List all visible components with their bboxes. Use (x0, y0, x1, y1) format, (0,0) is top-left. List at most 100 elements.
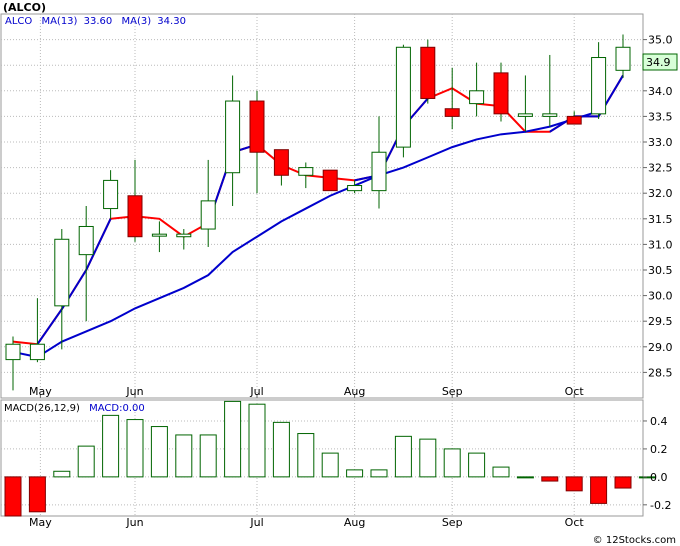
macd-legend-value: MACD:0.00 (89, 403, 145, 414)
macd-bar-positive (150, 426, 168, 478)
macd-month-label: Oct (565, 516, 585, 529)
price-y-axis: 28.5 29.0 29.5 30.0 30.5 31.0 31.5 32.0 32.5 33.0… (643, 34, 673, 379)
price-tick-label: 31.0 (648, 238, 673, 251)
macd-bar-positive (346, 469, 364, 478)
macd-month-label: Jul (249, 516, 263, 529)
macd-x-axis: May Jun Jul Aug Sep Oct (29, 516, 584, 529)
candle-up (103, 179, 119, 210)
moving-averages (12, 74, 624, 359)
candle-up (591, 57, 607, 115)
price-month-label: Aug (344, 385, 365, 398)
legend-ma13-label: MA(13) (41, 16, 77, 27)
candle-down (322, 169, 338, 192)
ma3-up-segment (549, 74, 624, 133)
candle-up (347, 185, 363, 192)
last-price-label: 34.9 (646, 56, 671, 69)
macd-month-label: Sep (442, 516, 463, 529)
macd-bar-positive (126, 419, 144, 478)
price-tick-label: 35.0 (648, 34, 673, 47)
candle-down (127, 195, 143, 238)
macd-bar-positive (516, 476, 534, 479)
price-tick-label: 32.0 (648, 187, 673, 200)
ma13-line (12, 110, 599, 359)
candle-down (566, 115, 582, 125)
candle-down (249, 100, 265, 153)
price-month-label: May (29, 385, 52, 398)
ma3-up-segment (36, 218, 112, 345)
ma3-line (12, 74, 624, 346)
macd-bar-positive (321, 452, 339, 478)
candle-up (298, 167, 314, 176)
macd-bar-positive (199, 434, 217, 478)
legend-ma13-value: 33.60 (84, 16, 113, 27)
macd-tick-label: 0.4 (650, 415, 668, 428)
price-tick-label: 29.5 (648, 315, 673, 328)
macd-bar-positive (468, 452, 486, 478)
macd-month-label: May (29, 516, 52, 529)
candle-down (273, 149, 289, 176)
candle-up (371, 151, 387, 192)
last-price-box (642, 53, 678, 71)
macd-legend-label: MACD(26,12,9) (4, 403, 80, 414)
candlesticks (5, 34, 631, 391)
macd-bar-negative (541, 476, 559, 482)
macd-bar-positive (419, 438, 437, 478)
macd-month-label: Aug (344, 516, 365, 529)
legend-ticker: ALCO (5, 16, 32, 27)
legend-ma3-label: MA(3) (121, 16, 151, 27)
macd-bar-negative (565, 476, 583, 492)
candle-down (444, 108, 460, 117)
candle-down (420, 46, 436, 99)
price-month-label: Sep (442, 385, 463, 398)
macd-tick-label: -0.2 (650, 499, 671, 512)
macd-bar-positive (175, 434, 193, 478)
macd-bar-positive (370, 469, 388, 478)
candle-down (493, 72, 509, 115)
macd-legend: MACD(26,12,9) MACD:0.00 (4, 403, 145, 414)
candle-up (200, 200, 216, 230)
chart-title: (ALCO) (3, 1, 46, 14)
price-tick-label: 30.0 (648, 290, 673, 303)
candle-up (78, 225, 94, 256)
price-grid (1, 14, 643, 398)
candle-up (615, 46, 631, 71)
price-tick-label: 32.5 (648, 162, 673, 175)
macd-bar-negative (614, 476, 632, 489)
price-tick-label: 29.0 (648, 341, 673, 354)
macd-bar-negative (28, 476, 46, 513)
candle-up (225, 100, 241, 174)
price-x-axis: May Jun Jul Aug Sep Oct (29, 385, 584, 398)
candle-up (469, 90, 485, 105)
macd-bar-positive (248, 403, 266, 478)
ma3-up-segment (354, 97, 429, 182)
macd-bars (4, 400, 656, 517)
candle-up (29, 343, 45, 361)
macd-bar-negative (590, 476, 608, 504)
price-tick-label: 31.5 (648, 213, 673, 226)
macd-bar-negative (4, 476, 22, 517)
price-month-label: Jun (125, 385, 143, 398)
price-panel (0, 13, 644, 399)
price-month-label: Oct (565, 385, 585, 398)
price-tick-label: 28.5 (648, 366, 673, 379)
candle-up (54, 238, 70, 307)
price-month-label: Jul (249, 385, 263, 398)
candle-up (517, 113, 533, 117)
watermark: © 12Stocks.com (593, 535, 676, 546)
macd-bar-positive (297, 433, 315, 478)
macd-month-label: Jun (125, 516, 143, 529)
candle-up (176, 233, 192, 238)
price-tick-label: 33.0 (648, 136, 673, 149)
macd-bar-positive (394, 435, 412, 478)
macd-bar-positive (224, 400, 242, 478)
macd-bar-positive (77, 445, 95, 478)
candle-up (395, 46, 411, 148)
macd-y-axis: -0.2 0.0 0.2 0.4 (643, 415, 671, 512)
price-legend: ALCO MA(13) 33.60 MA(3) 34.30 (5, 16, 186, 27)
macd-bar-positive (272, 421, 290, 478)
price-tick-label: 30.5 (648, 264, 673, 277)
candle-up (151, 233, 167, 237)
candle-up (542, 113, 558, 117)
macd-bar-positive (638, 476, 656, 479)
